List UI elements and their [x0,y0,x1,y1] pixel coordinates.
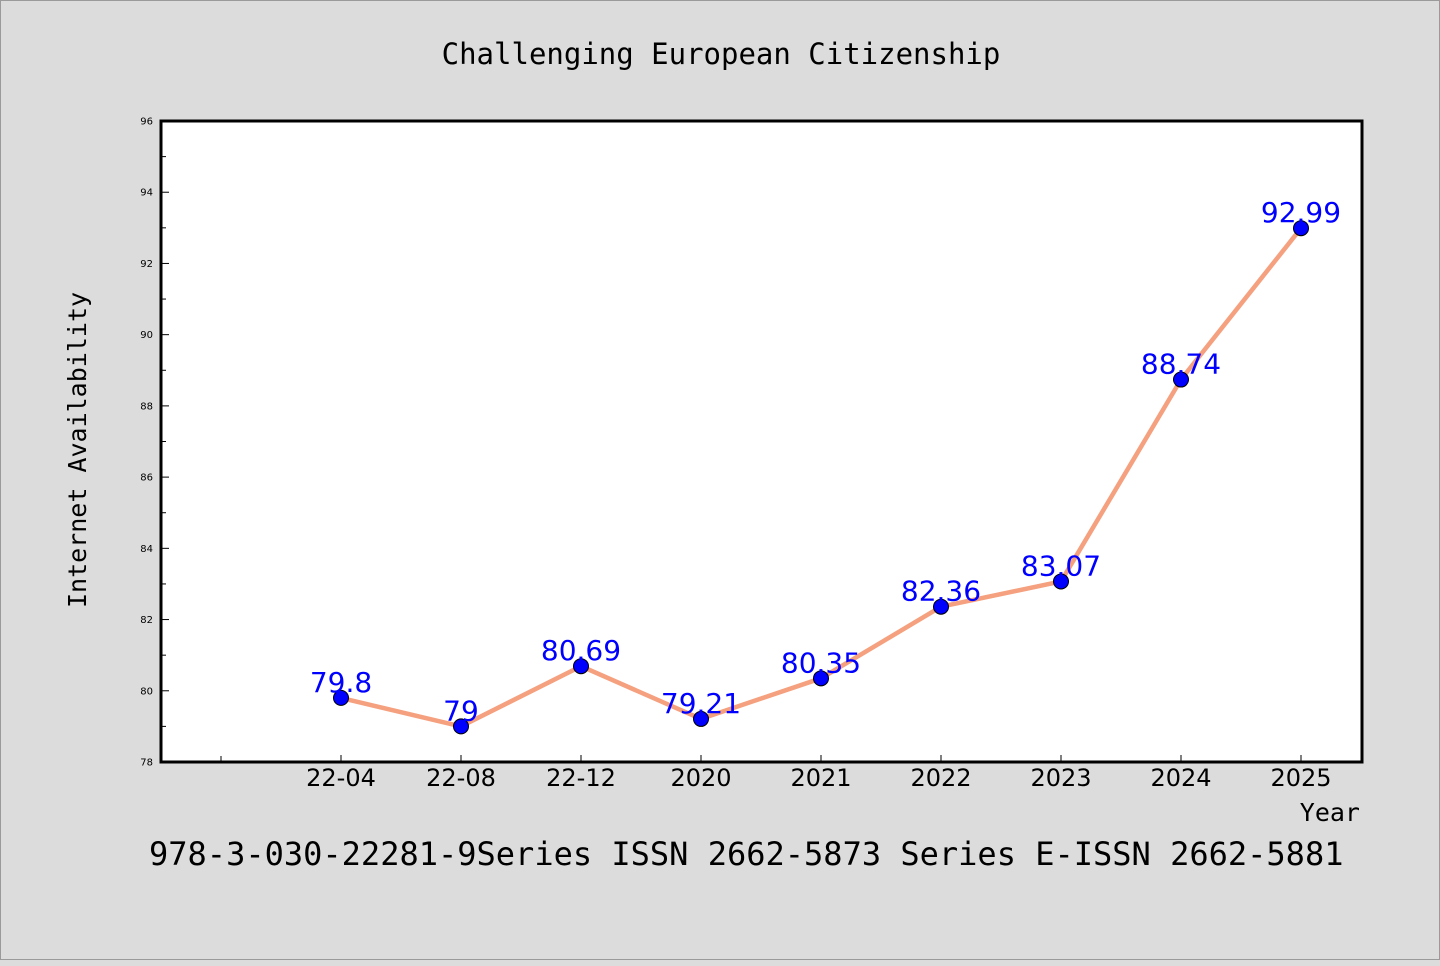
footer-text: 978-3-030-22281-9Series ISSN 2662-5873 S… [149,835,1343,873]
x-tick-label: 22-12 [546,764,616,792]
data-point-marker [813,670,829,687]
data-label: 92.99 [1261,196,1341,229]
y-tick-label: 96 [140,117,153,128]
x-tick-label: 2020 [670,764,731,792]
plot-area [159,119,1364,764]
data-point-marker [933,598,949,615]
y-tick-label: 90 [140,330,153,341]
y-axis-label: Internet Availability [63,292,92,608]
x-tick-label: 22-08 [426,764,496,792]
y-tick-label: 84 [140,544,153,555]
data-label: 82.36 [901,575,981,608]
chart-title: Challenging European Citizenship [442,37,1001,71]
x-tick-label: 22-04 [306,764,376,792]
y-tick-label: 92 [140,259,153,270]
y-tick-label: 94 [140,188,153,199]
data-label: 80.35 [781,646,861,679]
data-point-marker [1053,573,1069,590]
x-tick-label: 2023 [1030,764,1091,792]
y-tick-label: 82 [140,615,153,626]
series-layer [333,220,1309,735]
data-label: 79.8 [310,666,372,699]
x-tick-label: 2022 [910,764,971,792]
y-tick-label: 86 [140,473,153,484]
data-label: 79.21 [661,687,741,720]
data-label: 83.07 [1021,549,1101,582]
data-label: 79 [443,694,479,727]
x-tick-label: 2024 [1150,764,1211,792]
data-point-marker [1293,220,1309,237]
y-tick-label: 80 [140,686,153,697]
x-tick-label: 2025 [1270,764,1331,792]
data-point-marker [573,658,589,675]
data-point-marker [453,718,469,735]
y-axis: 78 80 82 84 86 88 90 92 94 96 [140,117,169,769]
x-axis: 22-04 22-08 22-12 2020 2021 2022 2023 2024 2025 [220,755,1332,792]
y-tick-label: 78 [140,758,153,769]
data-point-marker [693,710,709,727]
data-label: 80.69 [541,634,621,667]
x-tick-label: 2021 [790,764,851,792]
data-label-layer: 79.8 79 80.69 79.21 80.35 82.36 83.07 88.74 92.9… [310,196,1341,727]
y-tick-label: 88 [140,401,153,412]
data-point-marker [1173,371,1189,388]
x-axis-label: Year [1300,798,1360,827]
data-label: 88.74 [1141,348,1221,381]
data-point-marker [333,689,349,706]
